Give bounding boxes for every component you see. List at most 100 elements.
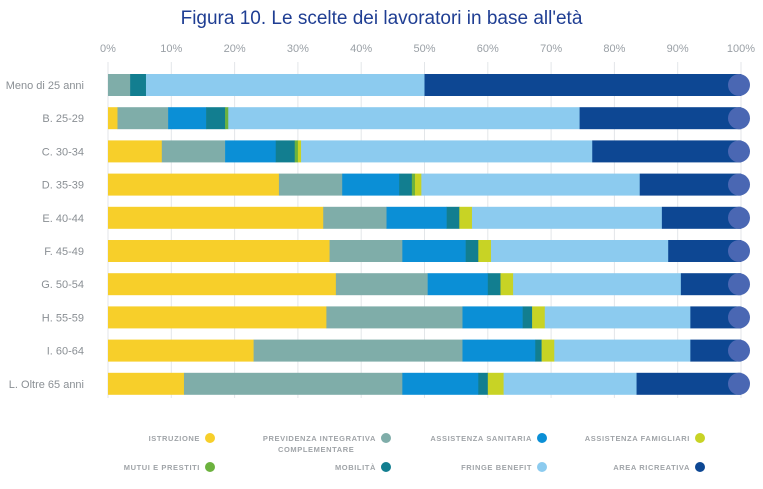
bar-segment-istruzione: [108, 173, 280, 196]
bar-segment-assistenza-famigliari: [541, 339, 555, 362]
bar-segment-mutui-e-prestiti: [411, 173, 416, 196]
bar-row: [108, 206, 750, 229]
bar-segment-assistenza-sanitaria: [342, 173, 400, 196]
x-tick-label: 70%: [540, 43, 562, 55]
bar-segment-assistenza-sanitaria: [462, 339, 536, 362]
x-tick-label: 60%: [477, 43, 499, 55]
category-label: D. 35-39: [42, 180, 84, 192]
x-tick-label: 90%: [667, 43, 689, 55]
bar-segment-fringe-benefit: [301, 140, 593, 163]
legend-item-mutui-e-prestiti: MUTUI E PRESTITI: [124, 462, 215, 472]
bar-segment-fringe-benefit: [503, 372, 637, 395]
bar-segment-assistenza-famigliari: [415, 173, 422, 196]
bar-end-cap: [728, 107, 750, 130]
bar-segment-previdenza-integrativa-complementare: [183, 372, 403, 395]
bar-segment-previdenza-integrativa-complementare: [329, 240, 403, 262]
legend-swatch: [205, 462, 215, 472]
bar-row: [108, 273, 750, 296]
bar-segment-previdenza-integrativa-complementare: [108, 74, 131, 96]
bar-row: [108, 107, 750, 130]
bar-segment-assistenza-famigliari: [297, 140, 302, 163]
bar-row: [108, 173, 750, 196]
bar-end-cap: [728, 372, 750, 395]
bar-segment-mobilita: [465, 240, 479, 262]
bar-segment-assistenza-sanitaria: [402, 372, 479, 395]
legend-item-previdenza-integrativa-complementare: PREVIDENZA INTEGRATIVA COMPLEMENTARE: [263, 433, 391, 454]
bar-segment-istruzione: [108, 273, 337, 296]
legend-swatch: [537, 462, 547, 472]
bar-segment-area-ricreativa: [592, 140, 742, 163]
legend-swatch: [381, 462, 391, 472]
bar-segment-assistenza-famigliari: [459, 206, 473, 229]
bar-segment-mobilita: [399, 173, 413, 196]
category-label: G. 50-54: [41, 279, 84, 291]
category-labels: Meno di 25 anni B. 25-29 C. 30-34 D. 35-39 E…: [6, 80, 84, 391]
bar-segment-assistenza-famigliari: [487, 372, 504, 395]
bar-segment-assistenza-sanitaria: [427, 273, 489, 296]
bar-segment-previdenza-integrativa-complementare: [278, 173, 343, 196]
legend-item-fringe-benefit: FRINGE BENEFIT: [461, 462, 547, 472]
bar-row: [108, 306, 750, 329]
bar-segment-area-ricreativa: [680, 273, 742, 296]
bar-segment-previdenza-integrativa-complementare: [117, 107, 169, 130]
bar-segment-mobilita: [206, 107, 226, 130]
category-label: F. 45-49: [44, 246, 84, 258]
legend-label: ASSISTENZA FAMIGLIARI: [585, 434, 690, 443]
bar-end-cap: [728, 273, 750, 296]
bar-row: [108, 74, 750, 96]
legend-label: ISTRUZIONE: [149, 434, 200, 443]
bar-segment-area-ricreativa: [636, 372, 742, 395]
bar-end-cap: [728, 140, 750, 163]
bar-segment-istruzione: [108, 107, 118, 130]
x-tick-label: 80%: [603, 43, 625, 55]
legend-label: MUTUI E PRESTITI: [124, 463, 200, 472]
bar-segment-area-ricreativa: [424, 74, 742, 96]
legend-label: MOBILITÀ: [335, 463, 376, 472]
bar-end-cap: [728, 206, 750, 229]
bar-segment-assistenza-sanitaria: [168, 107, 207, 130]
bar-row: [108, 372, 750, 395]
bar-row: [108, 240, 750, 262]
x-tick-label: 10%: [160, 43, 182, 55]
bar-segment-istruzione: [108, 240, 330, 262]
bar-segment-previdenza-integrativa-complementare: [326, 306, 463, 329]
category-label: E. 40-44: [42, 213, 84, 225]
bar-segment-mobilita: [535, 339, 542, 362]
x-tick-label: 20%: [224, 43, 246, 55]
bar-segment-mobilita: [487, 273, 501, 296]
bar-segment-fringe-benefit: [554, 339, 691, 362]
legend-swatch: [695, 462, 705, 472]
legend-swatch: [695, 433, 705, 443]
category-label: Meno di 25 anni: [6, 80, 84, 92]
category-label: H. 55-59: [42, 312, 84, 324]
bar-segment-fringe-benefit: [228, 107, 580, 130]
bar-segment-area-ricreativa: [690, 339, 742, 362]
bar-segment-istruzione: [108, 306, 327, 329]
legend-item-assistenza-sanitaria: ASSISTENZA SANITARIA: [430, 433, 547, 443]
bar-segment-assistenza-famigliari: [532, 306, 546, 329]
legend-label: PREVIDENZA INTEGRATIVA COMPLEMENTARE: [263, 434, 376, 454]
bar-segment-fringe-benefit: [145, 74, 425, 96]
x-tick-label: 30%: [287, 43, 309, 55]
bar-end-cap: [728, 240, 750, 262]
x-tick-label: 50%: [413, 43, 435, 55]
bar-segment-mobilita: [478, 372, 489, 395]
bar-end-cap: [728, 339, 750, 362]
legend-swatch: [537, 433, 547, 443]
bar-segment-istruzione: [108, 206, 324, 229]
bar-segment-fringe-benefit: [421, 173, 641, 196]
bar-segment-assistenza-sanitaria: [402, 240, 466, 262]
bar-end-cap: [728, 74, 750, 96]
bar-segment-fringe-benefit: [513, 273, 682, 296]
category-label: I. 60-64: [47, 346, 84, 358]
bar-segment-area-ricreativa: [639, 173, 742, 196]
bar-segment-area-ricreativa: [690, 306, 742, 329]
bar-segment-istruzione: [108, 372, 185, 395]
bar-segment-istruzione: [108, 339, 254, 362]
legend-swatch: [205, 433, 215, 443]
bar-segment-fringe-benefit: [490, 240, 669, 262]
legend: ISTRUZIONE PREVIDENZA INTEGRATIVA COMPLEME…: [124, 433, 705, 472]
bar-layer: [108, 74, 750, 395]
bar-segment-mutui-e-prestiti: [225, 107, 229, 130]
category-label: B. 25-29: [42, 113, 84, 125]
